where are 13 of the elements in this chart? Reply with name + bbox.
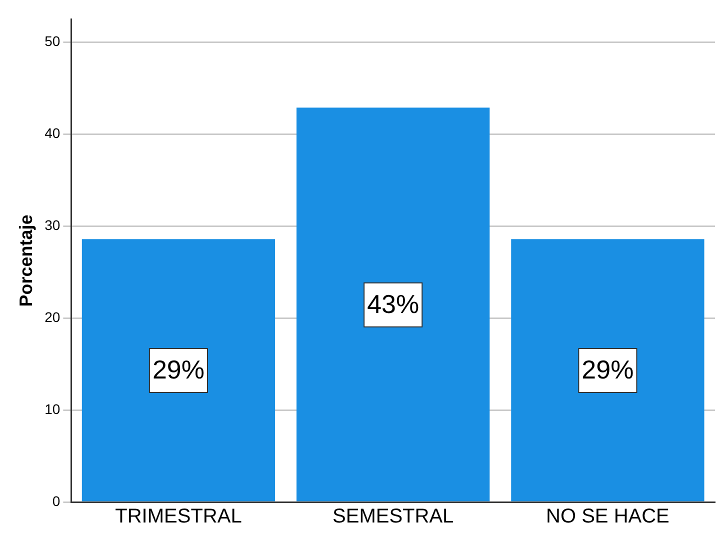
data-label: 29% bbox=[152, 354, 204, 385]
y-tick-label: 50 bbox=[44, 33, 60, 50]
y-tick-label: 20 bbox=[44, 309, 60, 326]
data-label: 43% bbox=[367, 288, 420, 319]
y-axis-title: Porcentaje bbox=[16, 214, 36, 307]
x-tick-label: NO SE HACE bbox=[546, 506, 670, 528]
y-tick-label: 30 bbox=[44, 217, 60, 234]
x-tick-label: TRIMESTRAL bbox=[115, 506, 242, 528]
x-tick-label: SEMESTRAL bbox=[332, 506, 454, 528]
y-tick-label: 40 bbox=[44, 125, 60, 142]
data-label: 29% bbox=[582, 354, 634, 385]
y-tick-label: 10 bbox=[44, 400, 60, 417]
y-tick-label: 0 bbox=[52, 492, 60, 509]
